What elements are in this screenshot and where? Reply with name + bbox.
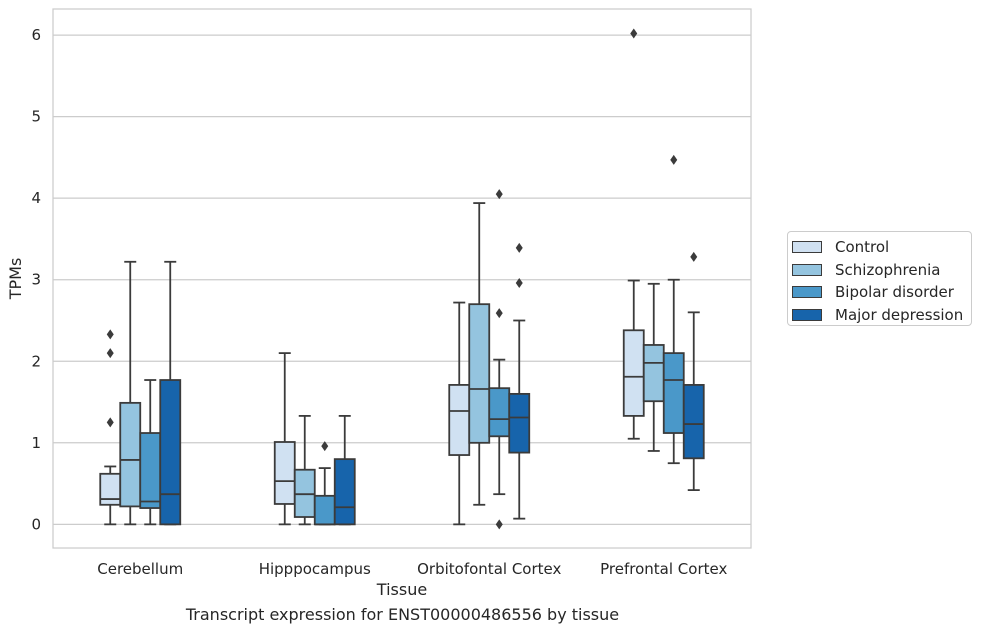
box-major-depression-orbitofontal-cortex xyxy=(508,242,531,520)
x-axis-label: Tissue xyxy=(376,580,427,599)
x-tick-labels: Cerebellum Hipppocampus Orbitofontal Corte… xyxy=(97,560,727,578)
box-body xyxy=(622,329,645,417)
box-body xyxy=(682,384,705,460)
box-body xyxy=(508,392,531,454)
box-body xyxy=(313,494,336,526)
box-major-depression-hipppocampus xyxy=(333,415,356,526)
y-tick-label-1: 1 xyxy=(31,434,41,452)
y-axis-label: TPMs xyxy=(6,258,25,301)
box-bipolar-disorder-prefrontal-cortex xyxy=(662,154,685,465)
legend-label-schizophrenia: Schizophrenia xyxy=(835,260,941,279)
box-bipolar-disorder-orbitofontal-cortex xyxy=(488,189,511,530)
box-bipolar-disorder-cerebellum xyxy=(139,379,162,526)
box-body xyxy=(448,384,471,456)
box-body xyxy=(488,387,511,438)
box-control-cerebellum xyxy=(99,329,122,526)
outlier-point xyxy=(106,417,114,428)
legend-item-schizophrenia: Schizophrenia xyxy=(792,259,971,282)
chart-caption: Transcript expression for ENST0000048655… xyxy=(185,605,620,624)
outlier-point xyxy=(495,519,503,530)
box-body xyxy=(642,344,665,403)
legend-swatch-bipolar-disorder xyxy=(792,286,822,299)
box-body xyxy=(99,472,122,506)
box-schizophrenia-cerebellum xyxy=(119,260,142,526)
plot-area-frame xyxy=(52,8,752,549)
box-schizophrenia-hipppocampus xyxy=(293,415,316,526)
x-tick-label-orbitofontal-cortex: Orbitofontal Cortex xyxy=(417,560,561,578)
box-body xyxy=(662,352,685,434)
outlier-point xyxy=(515,277,523,288)
box-body xyxy=(273,441,296,505)
box-body xyxy=(159,379,182,526)
y-tick-labels: 0 1 2 3 4 5 6 xyxy=(31,26,41,533)
y-tick-label-2: 2 xyxy=(31,352,41,370)
box-control-orbitofontal-cortex xyxy=(448,301,471,526)
outlier-point xyxy=(670,154,678,165)
box-control-prefrontal-cortex xyxy=(622,28,645,440)
y-tick-label-0: 0 xyxy=(31,515,41,533)
outlier-point xyxy=(106,329,114,340)
legend-swatch-schizophrenia xyxy=(792,263,822,276)
box-bipolar-disorder-hipppocampus xyxy=(313,441,336,526)
y-tick-label-6: 6 xyxy=(31,26,41,44)
box-schizophrenia-prefrontal-cortex xyxy=(642,282,665,452)
box-major-depression-cerebellum xyxy=(159,260,182,526)
legend-label-major-depression: Major depression xyxy=(835,305,964,324)
legend-swatch-major-depression xyxy=(792,308,822,321)
box-body xyxy=(333,458,356,526)
box-control-hipppocampus xyxy=(273,352,296,526)
box-body xyxy=(139,432,162,509)
legend-swatch-control xyxy=(792,241,822,254)
legend-label-bipolar-disorder: Bipolar disorder xyxy=(835,283,954,302)
legend-label-control: Control xyxy=(835,238,890,257)
x-tick-label-prefrontal-cortex: Prefrontal Cortex xyxy=(600,560,727,578)
outlier-point xyxy=(106,348,114,359)
legend: Control Schizophrenia Bipolar disorder M… xyxy=(787,231,972,326)
x-tick-label-hipppocampus: Hipppocampus xyxy=(259,560,371,578)
legend-item-control: Control xyxy=(792,236,971,259)
box-body xyxy=(468,303,491,444)
x-tick-label-cerebellum: Cerebellum xyxy=(97,560,183,578)
box-body xyxy=(119,401,142,508)
outlier-point xyxy=(495,308,503,319)
legend-item-bipolar-disorder: Bipolar disorder xyxy=(792,281,971,304)
box-series xyxy=(99,28,705,530)
outlier-point xyxy=(495,189,503,200)
outlier-point xyxy=(515,242,523,253)
box-schizophrenia-orbitofontal-cortex xyxy=(468,202,491,506)
box-major-depression-prefrontal-cortex xyxy=(682,251,705,492)
outlier-point xyxy=(630,28,638,39)
y-tick-label-5: 5 xyxy=(31,108,41,126)
outlier-point xyxy=(321,441,329,452)
outlier-point xyxy=(690,251,698,262)
y-tick-label-3: 3 xyxy=(31,271,41,289)
y-tick-label-4: 4 xyxy=(31,189,41,207)
legend-item-major-depression: Major depression xyxy=(792,304,971,327)
